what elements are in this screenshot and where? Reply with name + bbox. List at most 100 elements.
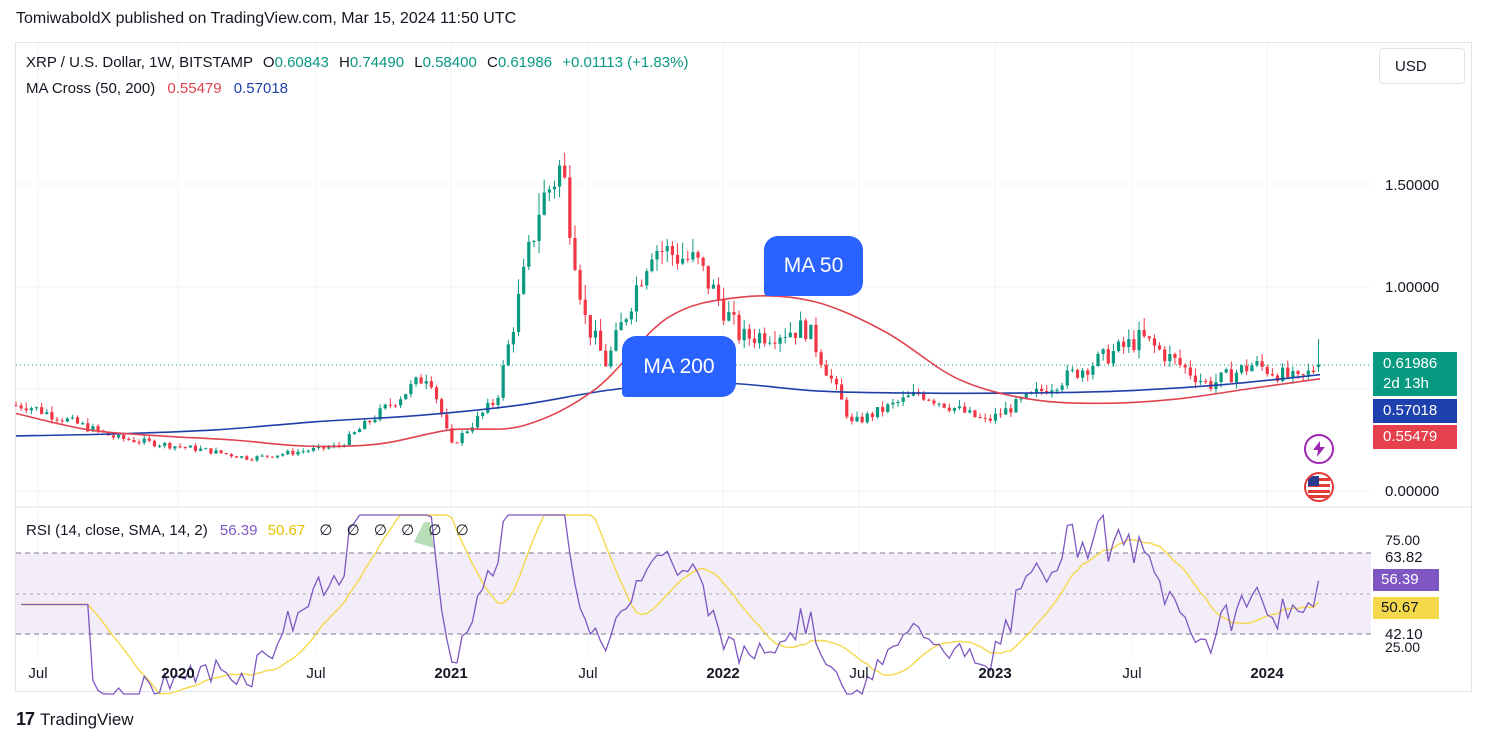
candle <box>1204 378 1208 384</box>
candle-body <box>19 405 23 409</box>
candle <box>778 334 782 353</box>
ma-cross-legend[interactable]: MA Cross (50, 200) 0.55479 0.57018 <box>26 80 288 97</box>
us-flag-icon[interactable] <box>1304 472 1334 502</box>
candle <box>855 411 859 423</box>
candle <box>732 300 736 325</box>
candle-body <box>1106 349 1110 364</box>
candle <box>891 398 895 409</box>
candle-body <box>1291 371 1295 378</box>
candle-body <box>1060 385 1064 390</box>
candle-body <box>399 399 403 406</box>
candle-body <box>1281 367 1285 382</box>
candle-body <box>1040 388 1044 392</box>
candle-body <box>168 443 172 449</box>
candle <box>840 378 844 400</box>
candle-body <box>163 443 167 446</box>
candle <box>706 265 710 295</box>
candle-body <box>1024 393 1028 399</box>
candle-body <box>711 284 716 289</box>
candle-body <box>419 377 423 384</box>
candle-body <box>24 408 28 411</box>
candle-body <box>96 426 100 431</box>
candle-body <box>1188 367 1192 376</box>
ma50-line <box>15 294 1321 448</box>
rsi-axis-label: 42.10 <box>1385 626 1423 643</box>
candle <box>932 398 936 407</box>
candle <box>1050 383 1054 398</box>
candle-body <box>260 455 264 457</box>
candle-body <box>81 423 85 425</box>
chart-frame[interactable] <box>15 42 1472 692</box>
candle-body <box>891 402 895 405</box>
candle-body <box>537 214 541 241</box>
candle-body <box>373 419 377 423</box>
candle <box>1060 382 1064 393</box>
candle <box>670 241 674 266</box>
candle <box>696 250 700 265</box>
ma-cross-label: MA Cross (50, 200) <box>26 80 156 97</box>
rsi-sma-value-tag: 50.67 <box>1373 597 1439 619</box>
candle-body <box>199 448 203 451</box>
candle-body <box>173 446 177 449</box>
candle <box>1240 364 1244 375</box>
candle-body <box>845 399 849 417</box>
candle <box>373 415 377 424</box>
candle <box>993 408 998 424</box>
candle <box>234 455 239 458</box>
candle-body <box>1173 354 1177 358</box>
candle-body <box>322 446 326 449</box>
candle <box>742 319 746 349</box>
lightning-icon[interactable] <box>1304 434 1334 464</box>
empty-value: ∅ <box>346 522 360 539</box>
candle <box>1106 344 1110 365</box>
candle-body <box>250 459 254 461</box>
candle-body <box>624 319 628 323</box>
candle <box>1245 359 1249 376</box>
candle <box>522 258 526 295</box>
candle <box>383 403 387 410</box>
currency-button[interactable]: USD <box>1379 48 1465 84</box>
candle <box>147 435 151 443</box>
candle-body <box>573 237 577 270</box>
candle <box>557 159 562 198</box>
candle <box>240 456 244 459</box>
candle <box>481 411 485 420</box>
candle-body <box>34 407 39 409</box>
low-value: 0.58400 <box>422 54 477 71</box>
rsi-legend[interactable]: RSI (14, close, SMA, 14, 2) 56.39 50.67 … <box>26 521 469 539</box>
candle-body <box>1014 399 1018 413</box>
candle-body <box>1111 351 1116 364</box>
candle-body <box>850 416 854 422</box>
candle-body <box>516 293 521 333</box>
symbol-legend[interactable]: XRP / U.S. Dollar, 1W, BITSTAMP O0.60843… <box>26 54 688 71</box>
brand-name: TradingView <box>40 709 134 729</box>
candle <box>1127 329 1131 354</box>
candle-body <box>327 447 331 449</box>
candle-body <box>65 418 69 422</box>
candle <box>19 402 23 411</box>
high-value: 0.74490 <box>349 54 405 71</box>
candle <box>1229 361 1233 383</box>
candle-body <box>183 446 187 448</box>
candle-body <box>542 192 546 215</box>
candle <box>368 419 372 425</box>
candle <box>34 406 39 411</box>
candle-body <box>963 406 967 413</box>
candle <box>788 322 792 338</box>
candle-body <box>1240 365 1244 373</box>
candle-body <box>1193 375 1198 383</box>
candle-body <box>434 387 439 400</box>
candle <box>173 446 177 451</box>
candle <box>460 430 464 446</box>
candle-body <box>788 332 792 338</box>
candle-body <box>40 407 44 414</box>
candle <box>942 403 946 409</box>
candle-body <box>706 265 710 289</box>
candle-body <box>640 285 644 287</box>
candle <box>491 399 495 408</box>
candle-body <box>793 332 798 338</box>
tradingview-logo[interactable]: 17 TradingView <box>16 709 134 730</box>
candle-body <box>819 352 823 365</box>
candle <box>1224 367 1228 374</box>
